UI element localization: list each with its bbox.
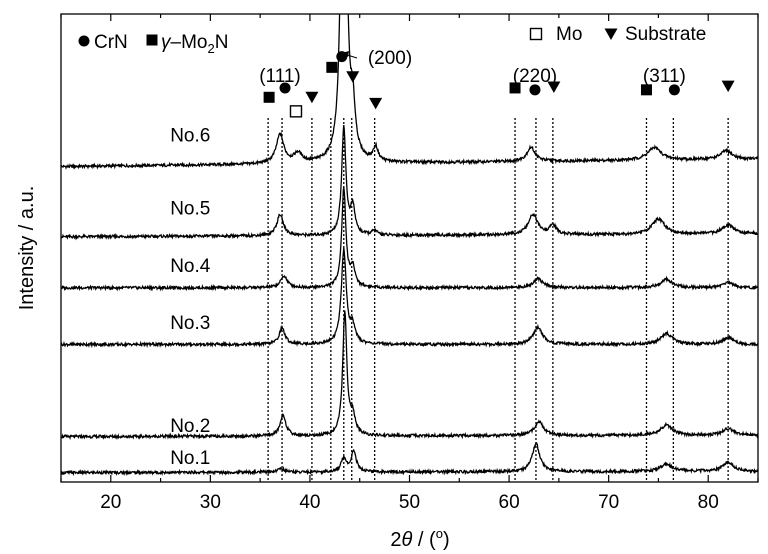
series-label: No.6 [170, 125, 210, 146]
x-tick-label: 70 [598, 492, 619, 513]
square-marker [263, 91, 275, 103]
plane-pointer-head [342, 51, 349, 57]
series-labels: No.6 No.5 No.4 No.3 No.2 No.1 [170, 125, 211, 469]
circle-marker [668, 84, 680, 96]
plane-label: (220) [513, 66, 557, 87]
legend-crn: CrN [94, 32, 128, 53]
x-tick-label: 30 [200, 492, 221, 513]
plane-label: (311) [643, 66, 686, 87]
x-axis-label: 2θ / (o) [390, 526, 449, 551]
x-tick-label: 50 [399, 492, 420, 513]
down-triangle-marker [547, 81, 561, 94]
plane-labels: (111) (200) (220) (311) [259, 48, 686, 87]
circle-marker [529, 84, 541, 96]
curve-no2 [61, 310, 758, 441]
legend-substrate: Substrate [625, 24, 706, 45]
square-marker [509, 82, 521, 94]
legend-triangle-icon [604, 28, 618, 40]
down-triangle-marker [346, 71, 360, 83]
phase-markers [263, 51, 735, 118]
series-label: No.1 [170, 448, 210, 469]
plane-label: (200) [368, 48, 412, 69]
diffraction-curves [61, 14, 758, 477]
curve-no5 [61, 125, 758, 241]
x-tick-label: 20 [100, 492, 121, 513]
series-label: No.5 [170, 198, 210, 219]
series-label: No.2 [170, 416, 210, 437]
legend: CrN γ–Mo2N Mo Substrate [78, 24, 706, 56]
legend-mo: Mo [556, 24, 582, 45]
open-square-marker [289, 105, 303, 118]
down-triangle-marker [721, 80, 735, 93]
curve-no1 [61, 442, 758, 477]
legend-mo2n: γ–Mo2N [161, 32, 228, 56]
down-triangle-marker [305, 91, 319, 104]
legend-square-icon [146, 34, 158, 46]
series-label: No.3 [170, 313, 210, 334]
x-tick-label: 40 [299, 492, 320, 513]
down-triangle-marker [369, 97, 383, 110]
curve-no6 [61, 14, 758, 170]
plane-label: (111) [259, 66, 301, 87]
curve-no3 [61, 247, 758, 349]
reference-lines [267, 118, 729, 482]
series-label: No.4 [170, 256, 211, 277]
x-tick-label: 80 [698, 492, 719, 513]
axes: 20 30 40 50 60 70 80 2θ / (o) Intensity / a.u. [16, 13, 759, 551]
square-marker [326, 61, 338, 73]
y-axis-label: Intensity / a.u. [16, 186, 38, 311]
x-tick-label: 60 [499, 492, 520, 513]
legend-circle-icon [78, 35, 90, 47]
curve-no4 [61, 186, 758, 292]
square-marker [640, 84, 652, 96]
circle-marker [279, 82, 291, 94]
legend-open-square-icon [529, 27, 543, 41]
